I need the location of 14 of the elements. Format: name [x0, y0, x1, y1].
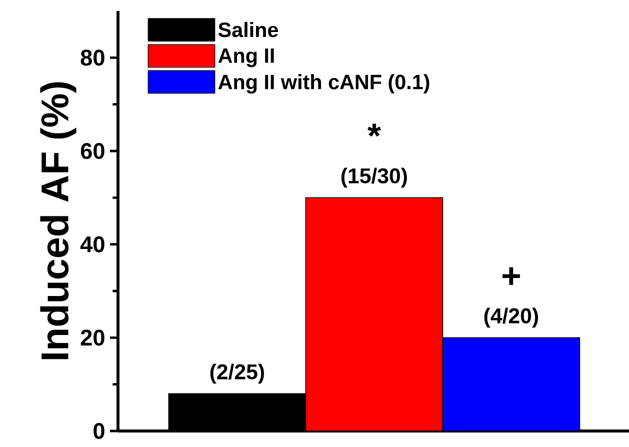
y-axis-title: Induced AF (%) [40, 82, 76, 360]
annotation: * [368, 124, 381, 137]
y-tick-label: 80 [80, 50, 104, 66]
y-tick-label: 60 [80, 142, 104, 160]
legend-label: Ang II [218, 48, 274, 68]
legend-label: Saline [218, 22, 278, 38]
y-tick-label: 20 [80, 330, 104, 346]
data-label: (4/20) [484, 308, 538, 328]
y-tick-label: 0 [94, 422, 104, 440]
annotation: + [502, 267, 520, 285]
data-label: (15/30) [341, 168, 407, 188]
data-label: (2/25) [210, 364, 264, 384]
legend-label: Ang II with cANF (0.1) [218, 74, 430, 94]
y-tick-label: 40 [80, 236, 104, 252]
